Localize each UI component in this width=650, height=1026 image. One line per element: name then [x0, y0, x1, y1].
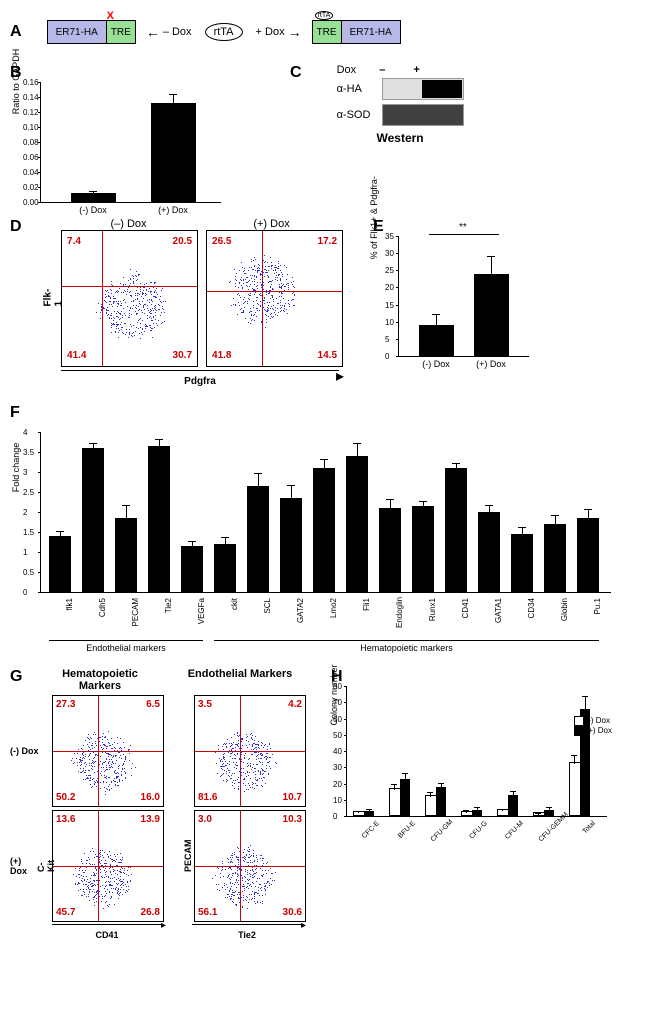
construct-right: TRE ER71-HA [312, 20, 401, 44]
flow-panel-g-0-0: 27.36.550.216.0 [52, 695, 164, 807]
panel-e: E % of Flk1+ & Pdgfra- 05101520253035(-)… [373, 218, 529, 389]
panel-b: B Ratio to GAPDH 0.000.020.040.060.080.1… [10, 64, 210, 203]
tre-left: TRE [106, 21, 135, 43]
d-title-0: (–) Dox [61, 218, 196, 230]
arrow-right: + Dox → [253, 24, 302, 40]
bar-chart-h: Colony number 01020304050607080CFC-EBFU-… [346, 686, 607, 817]
flow-panel-d-0: 7.420.541.430.7 [61, 230, 198, 367]
panel-d: D (–) Dox (+) Dox Flk-1 7.420.541.430.72… [10, 218, 343, 389]
flow-panel-d-1: 26.517.241.814.5 [206, 230, 343, 367]
panel-f: F Fold change 00.511.522.533.54flk1Cdh5P… [10, 404, 640, 593]
panel-h: H Colony number 01020304050607080CFC-EBF… [331, 668, 607, 943]
construct-left: ER71-HA TRE [47, 20, 136, 44]
er71-left: ER71-HA [48, 21, 106, 43]
sod-blot [382, 104, 464, 126]
tre-right: TRE [313, 21, 342, 43]
c-minus: – [379, 64, 385, 76]
rtta-bound: rtTA [315, 11, 334, 20]
ab-sod: α-SOD [337, 109, 382, 121]
g-header-0: Hematopoietic Markers [45, 668, 155, 692]
er71-right: ER71-HA [342, 21, 400, 43]
d-title-1: (+) Dox [204, 218, 339, 230]
bar-chart-b: Ratio to GAPDH 0.000.020.040.060.080.100… [40, 82, 221, 203]
panel-g: G Hematopoietic Markers Endothelial Mark… [10, 668, 306, 943]
flow-panel-g-1-0: 13.613.945.726.8 [52, 810, 164, 922]
panel-a-label: A [10, 23, 22, 41]
arrow-left: ← – Dox [146, 24, 195, 40]
flow-panel-g-1-1: 3.010.356.130.6 [194, 810, 306, 922]
panel-f-label: F [10, 404, 20, 421]
western-blot: α-HA α-SOD [337, 76, 464, 128]
panel-a: A X ER71-HA TRE ← – Dox rtTA + Dox → rtT… [10, 20, 640, 44]
panel-g-label: G [10, 668, 40, 692]
x-mark: X [107, 10, 114, 22]
minus-dox-label: – Dox [163, 26, 192, 38]
ab-ha: α-HA [337, 83, 382, 95]
rtta-oval: rtTA [205, 23, 243, 41]
f-y-label: Fold change [11, 443, 21, 493]
plus-dox-label: + Dox [256, 26, 285, 38]
ha-blot [382, 78, 464, 100]
e-y-label: % of Flk1+ & Pdgfra- [369, 176, 379, 259]
c-dox-label: Dox [337, 64, 357, 76]
flow-panel-g-0-1: 3.54.281.610.7 [194, 695, 306, 807]
panel-c-label: C [290, 64, 302, 82]
bar-chart-f: Fold change 00.511.522.533.54flk1Cdh5PEC… [40, 432, 611, 593]
d-xaxis: Pdgfra [184, 376, 216, 387]
c-caption: Western [337, 131, 464, 145]
b-y-label: Ratio to GAPDH [11, 49, 21, 115]
g-header-1: Endothelial Markers [185, 668, 295, 692]
c-plus: + [413, 64, 419, 76]
bar-chart-e: % of Flk1+ & Pdgfra- 05101520253035(-) D… [398, 236, 529, 357]
panel-d-label: D [10, 218, 22, 235]
